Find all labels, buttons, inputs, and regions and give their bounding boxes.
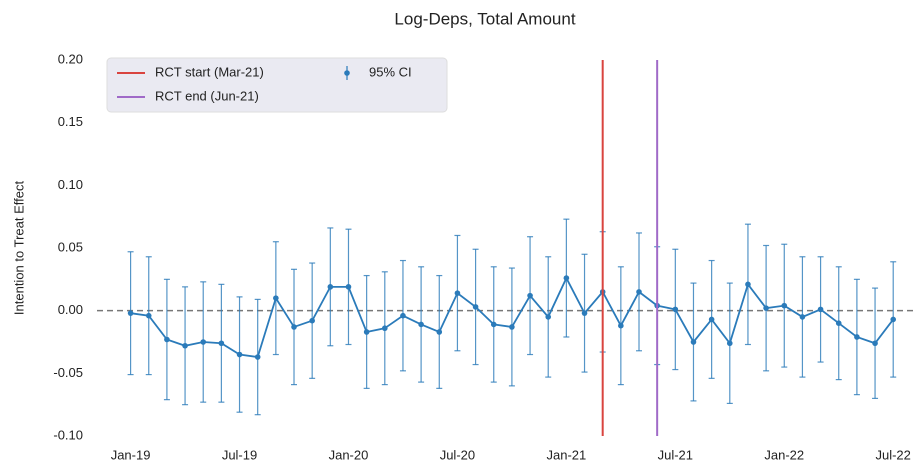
- point: [273, 295, 279, 301]
- x-tick-label: Jan-21: [546, 447, 586, 462]
- x-tick-label: Jan-22: [764, 447, 804, 462]
- point: [418, 321, 424, 328]
- point: [509, 324, 515, 330]
- point: [545, 314, 552, 320]
- x-tick-label: Jul-20: [440, 447, 475, 462]
- x-tick-label: Jan-19: [111, 447, 151, 462]
- x-tick-label: Jan-20: [329, 447, 369, 462]
- point: [236, 351, 243, 358]
- point: [345, 284, 352, 290]
- point: [400, 312, 406, 319]
- point: [490, 321, 497, 328]
- point: [672, 306, 679, 313]
- point: [817, 306, 824, 313]
- chart-title: Log-Deps, Total Amount: [394, 9, 575, 28]
- point: [745, 281, 751, 288]
- point: [872, 340, 878, 347]
- point: [363, 329, 370, 335]
- legend-swatch: [344, 70, 350, 76]
- point: [436, 329, 443, 335]
- y-tick-label: -0.10: [53, 427, 83, 442]
- point: [581, 310, 588, 316]
- point: [127, 310, 134, 316]
- point: [690, 339, 697, 345]
- point: [636, 289, 642, 295]
- y-axis-label: Intention to Treat Effect: [11, 181, 26, 316]
- point: [381, 325, 388, 332]
- legend-label: RCT start (Mar-21): [155, 64, 264, 79]
- point: [327, 284, 334, 290]
- point: [254, 354, 261, 360]
- point: [454, 290, 461, 296]
- point: [835, 320, 842, 327]
- point: [291, 324, 297, 330]
- point: [218, 340, 225, 347]
- legend-label: 95% CI: [369, 64, 412, 79]
- point: [618, 322, 624, 329]
- point: [708, 316, 715, 323]
- y-tick-label: 0.15: [58, 114, 83, 129]
- point: [781, 302, 788, 309]
- x-tick-label: Jul-22: [875, 447, 910, 462]
- legend-box: [106, 57, 448, 113]
- x-tick-label: Jul-19: [222, 447, 257, 462]
- point: [563, 275, 570, 281]
- point: [763, 305, 769, 311]
- point: [182, 342, 188, 349]
- point: [854, 334, 860, 340]
- point: [200, 339, 207, 345]
- point: [472, 304, 479, 310]
- y-tick-label: 0.00: [58, 302, 83, 317]
- point: [726, 340, 733, 347]
- point: [145, 312, 152, 319]
- y-tick-label: 0.20: [58, 51, 83, 66]
- legend-label: RCT end (Jun-21): [155, 88, 259, 103]
- y-tick-label: -0.05: [53, 365, 83, 380]
- point: [890, 316, 897, 323]
- x-tick-label: Jul-21: [658, 447, 693, 462]
- y-tick-label: 0.05: [58, 239, 83, 254]
- point: [309, 317, 315, 324]
- point: [799, 314, 806, 320]
- point: [164, 336, 170, 343]
- y-tick-label: 0.10: [58, 177, 83, 192]
- point: [527, 292, 533, 299]
